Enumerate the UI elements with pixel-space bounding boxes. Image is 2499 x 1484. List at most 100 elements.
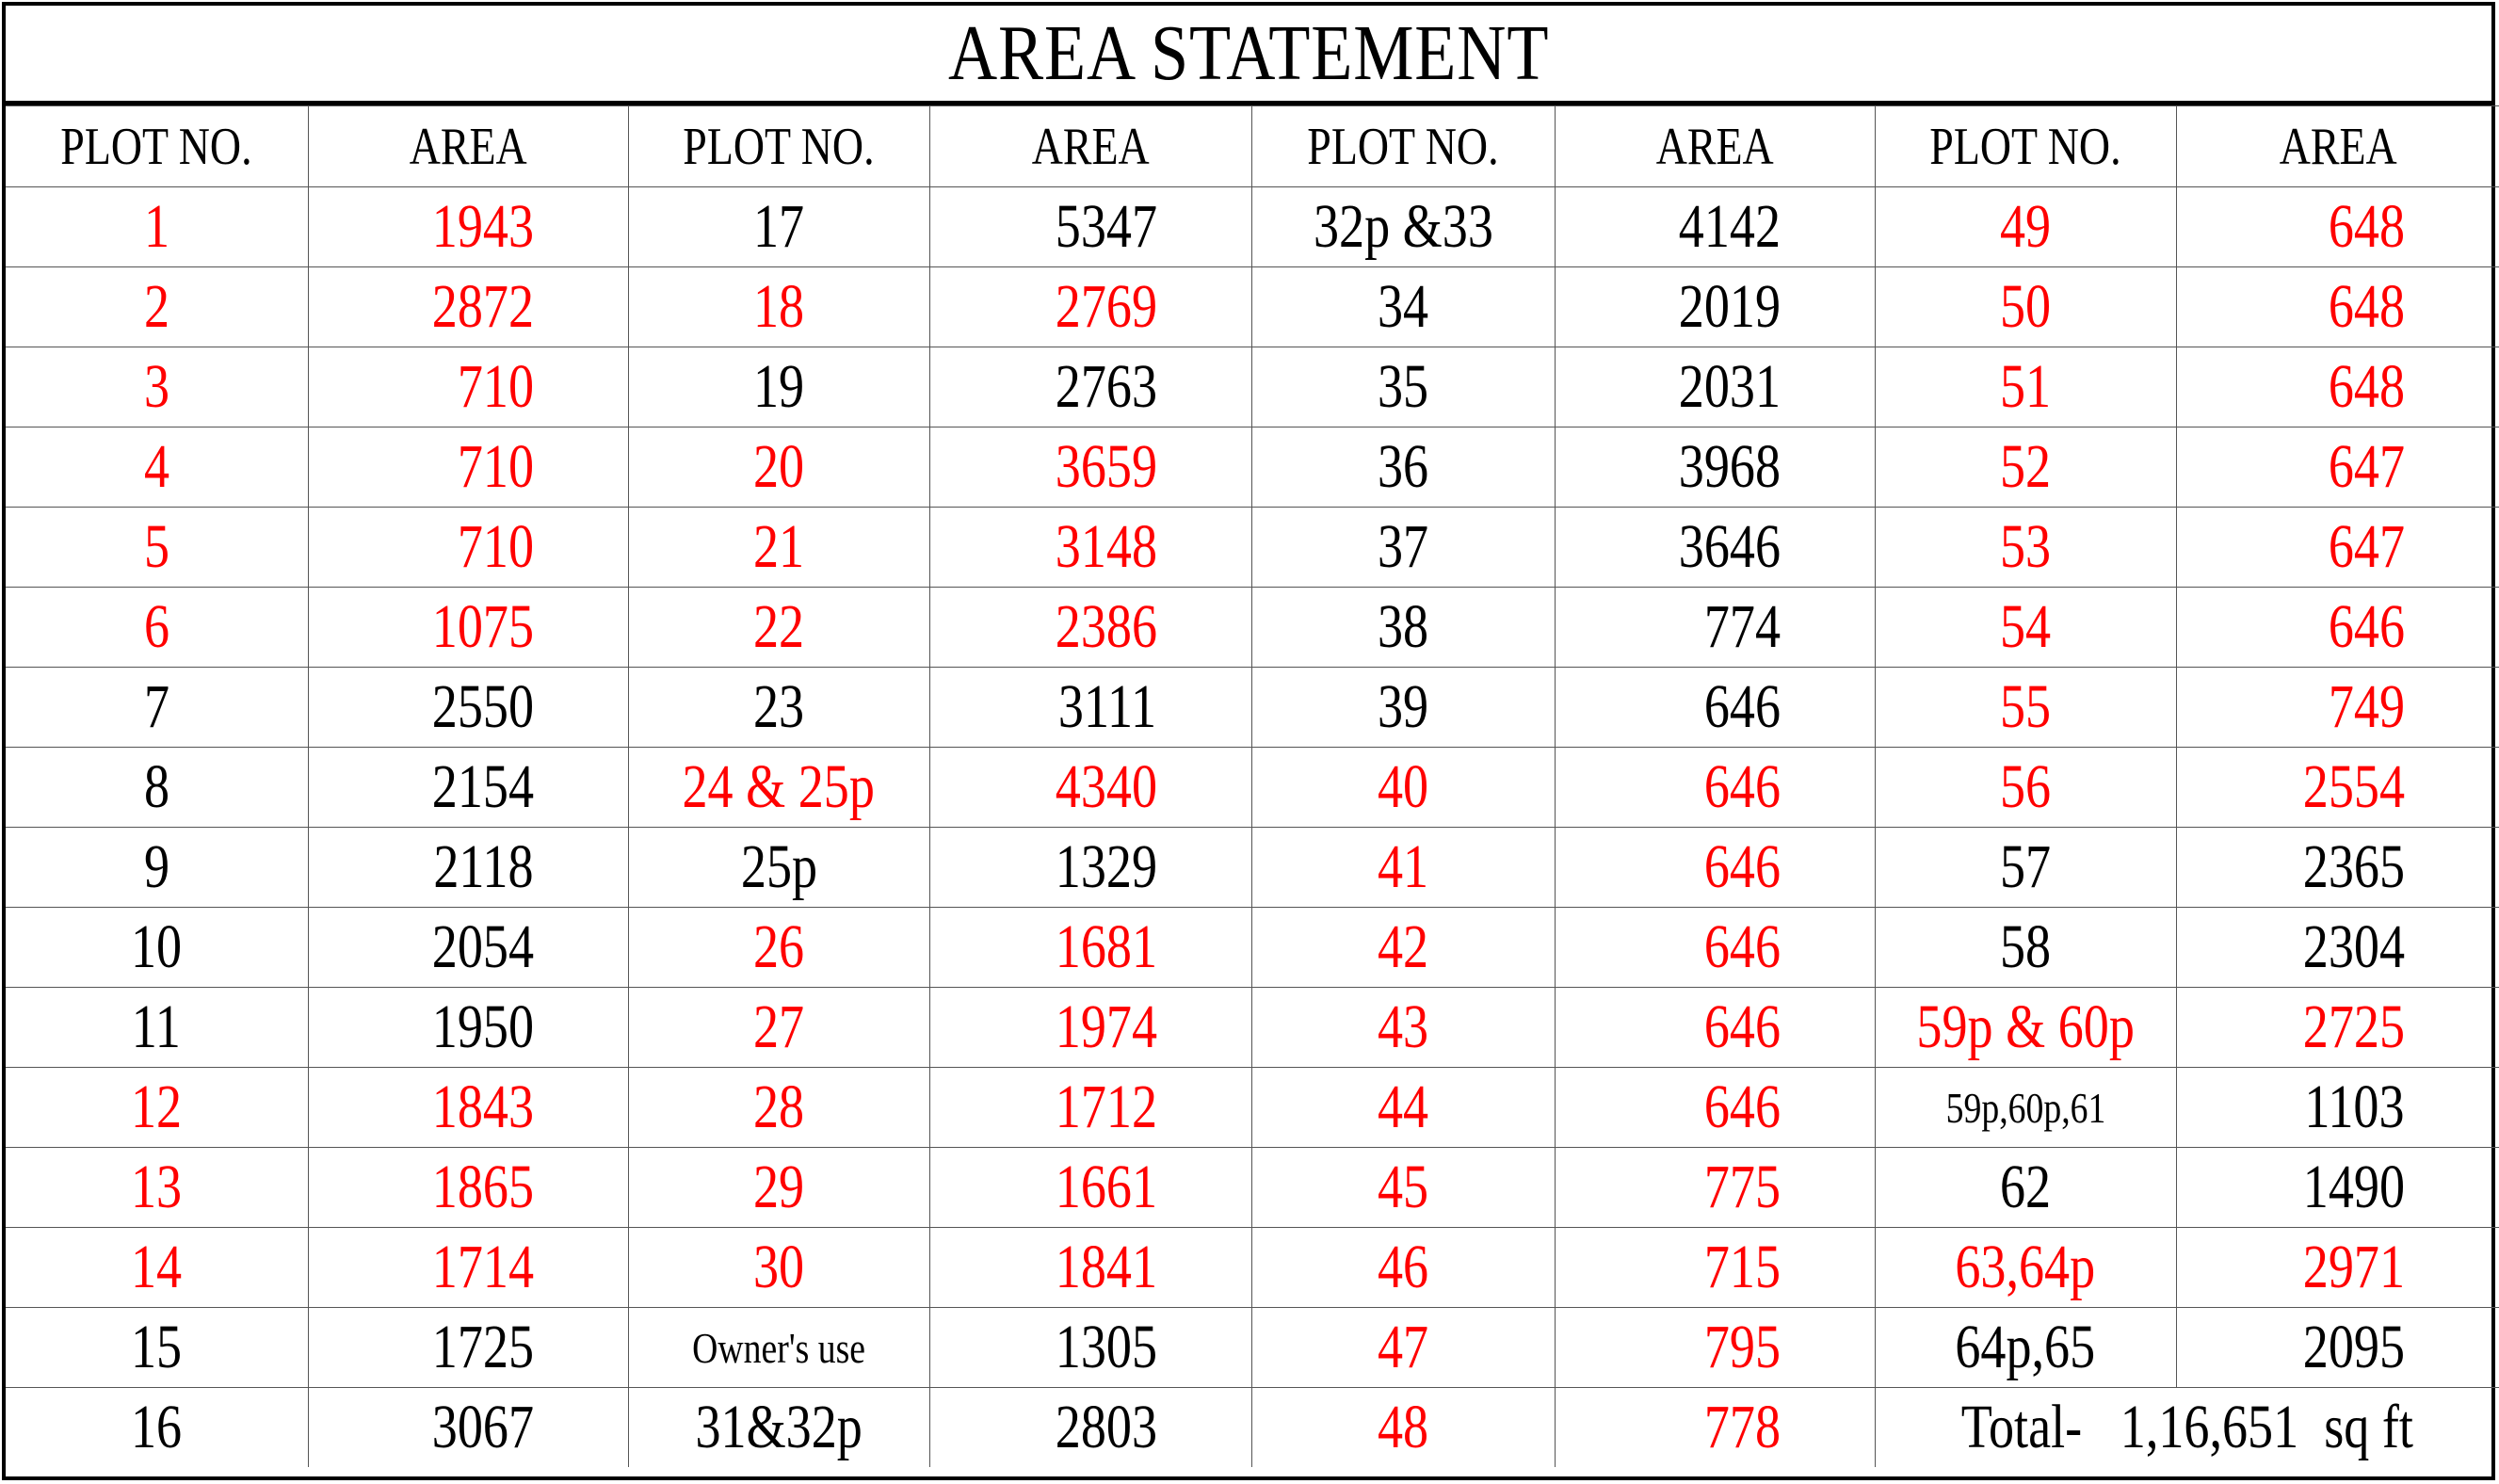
area-cell: 775 <box>1554 1147 1876 1228</box>
area-value: 2763 <box>1055 352 1157 421</box>
plot-number: 24 & 25p <box>682 752 876 821</box>
area-cell: 2550 <box>307 667 629 748</box>
table-row: 15 1725 Owner's use 1305 47 795 64p,65 2095 <box>6 1307 2499 1388</box>
area-cell: 2769 <box>928 266 1252 347</box>
plot-number: 14 <box>131 1233 183 1301</box>
plot-number: 15 <box>131 1313 183 1381</box>
area-value: 4340 <box>1055 752 1157 821</box>
plot-no-cell: 57 <box>1874 827 2177 908</box>
plot-no-cell: 11 <box>6 987 309 1068</box>
area-cell: 2031 <box>1554 347 1876 427</box>
plot-no-cell: 59p,60p,61 <box>1874 1067 2177 1148</box>
plot-no-cell: 39 <box>1250 667 1556 748</box>
plot-number: 6 <box>143 592 169 661</box>
plot-number: 17 <box>752 192 805 261</box>
plot-number: 51 <box>1999 352 2052 421</box>
area-value: 1681 <box>1055 912 1157 981</box>
table-row: 7 2550 23 3111 39 646 55 749 <box>6 667 2499 748</box>
plot-number: 11 <box>132 992 182 1061</box>
area-cell: 1661 <box>928 1147 1252 1228</box>
plot-number: 40 <box>1377 752 1429 821</box>
plot-number: 49 <box>1999 192 2052 261</box>
plot-no-cell: 37 <box>1250 507 1556 588</box>
area-cell: 2725 <box>2175 987 2499 1068</box>
plot-number: 27 <box>752 992 805 1061</box>
table-row: 10 2054 26 1681 42 646 58 2304 <box>6 907 2499 988</box>
area-cell: 2095 <box>2175 1307 2499 1388</box>
plot-number: 56 <box>1999 752 2052 821</box>
plot-no-cell: 35 <box>1250 347 1556 427</box>
plot-number: 32p &33 <box>1313 192 1493 261</box>
header-row: PLOT NO. AREA PLOT NO. AREA PLOT NO. AREA PLOT… <box>6 105 2499 187</box>
header-area: AREA <box>2175 105 2499 187</box>
area-value: 648 <box>2328 352 2405 421</box>
area-value: 1841 <box>1055 1233 1157 1301</box>
table-row: 11 1950 27 1974 43 646 59p & 60p 2725 <box>6 987 2499 1068</box>
plot-no-cell: 41 <box>1250 827 1556 908</box>
total-cell: Total- 1,16,651 sq ft <box>1874 1387 2499 1467</box>
plot-no-cell: 1 <box>6 186 309 267</box>
area-cell: 1712 <box>928 1067 1252 1148</box>
area-value: 2554 <box>2302 752 2405 821</box>
plot-no-cell: 14 <box>6 1227 309 1308</box>
plot-no-cell: 62 <box>1874 1147 2177 1228</box>
area-cell: 774 <box>1554 587 1876 668</box>
header-area: AREA <box>1554 105 1876 187</box>
area-value: 3659 <box>1055 432 1157 501</box>
area-value: 647 <box>2328 432 2405 501</box>
plot-number: 26 <box>752 912 805 981</box>
area-value: 749 <box>2328 672 2405 741</box>
area-value: 647 <box>2328 512 2405 581</box>
area-value: 646 <box>1703 992 1781 1061</box>
plot-no-cell: Owner's use <box>627 1307 930 1388</box>
area-value: 2118 <box>433 832 534 901</box>
area-cell: 1329 <box>928 827 1252 908</box>
area-value: 710 <box>457 432 534 501</box>
area-cell: 1490 <box>2175 1147 2499 1228</box>
plot-number: 20 <box>752 432 805 501</box>
plot-no-cell: 6 <box>6 587 309 668</box>
table-row: 14 1714 30 1841 46 715 63,64p 2971 <box>6 1227 2499 1308</box>
area-cell: 1075 <box>307 587 629 668</box>
area-value: 2769 <box>1055 272 1157 341</box>
area-value: 715 <box>1703 1233 1781 1301</box>
total-text: Total- 1,16,651 sq ft <box>1960 1393 2413 1461</box>
area-cell: 3646 <box>1554 507 1876 588</box>
header-label: AREA <box>1031 117 1150 176</box>
header-label: AREA <box>2279 117 2397 176</box>
area-value: 2872 <box>431 272 534 341</box>
area-cell: 2054 <box>307 907 629 988</box>
header-label: AREA <box>409 117 527 176</box>
area-cell: 795 <box>1554 1307 1876 1388</box>
area-value: 2803 <box>1055 1393 1157 1461</box>
area-cell: 646 <box>2175 587 2499 668</box>
plot-number: 57 <box>1999 832 2052 901</box>
area-value: 1974 <box>1055 992 1157 1061</box>
area-value: 710 <box>457 512 534 581</box>
header-label: PLOT NO. <box>1929 117 2121 176</box>
plot-number: 21 <box>752 512 805 581</box>
area-value: 2365 <box>2302 832 2405 901</box>
area-value: 1490 <box>2302 1153 2405 1221</box>
header-plot-no: PLOT NO. <box>1250 105 1556 187</box>
plot-no-cell: 30 <box>627 1227 930 1308</box>
area-cell: 3968 <box>1554 427 1876 508</box>
table-row: 3 710 19 2763 35 2031 51 648 <box>6 347 2499 427</box>
plot-number: 52 <box>1999 432 2052 501</box>
area-value: 4142 <box>1678 192 1781 261</box>
plot-no-cell: 2 <box>6 266 309 347</box>
area-cell: 648 <box>2175 347 2499 427</box>
plot-no-cell: 53 <box>1874 507 2177 588</box>
area-cell: 3148 <box>928 507 1252 588</box>
area-cell: 1943 <box>307 186 629 267</box>
area-value: 2550 <box>431 672 534 741</box>
area-cell: 1865 <box>307 1147 629 1228</box>
header-label: PLOT NO. <box>60 117 252 176</box>
area-cell: 1305 <box>928 1307 1252 1388</box>
area-cell: 646 <box>1554 747 1876 828</box>
area-cell: 3659 <box>928 427 1252 508</box>
area-cell: 1974 <box>928 987 1252 1068</box>
area-cell: 1714 <box>307 1227 629 1308</box>
area-value: 774 <box>1703 592 1781 661</box>
area-value: 646 <box>1703 672 1781 741</box>
